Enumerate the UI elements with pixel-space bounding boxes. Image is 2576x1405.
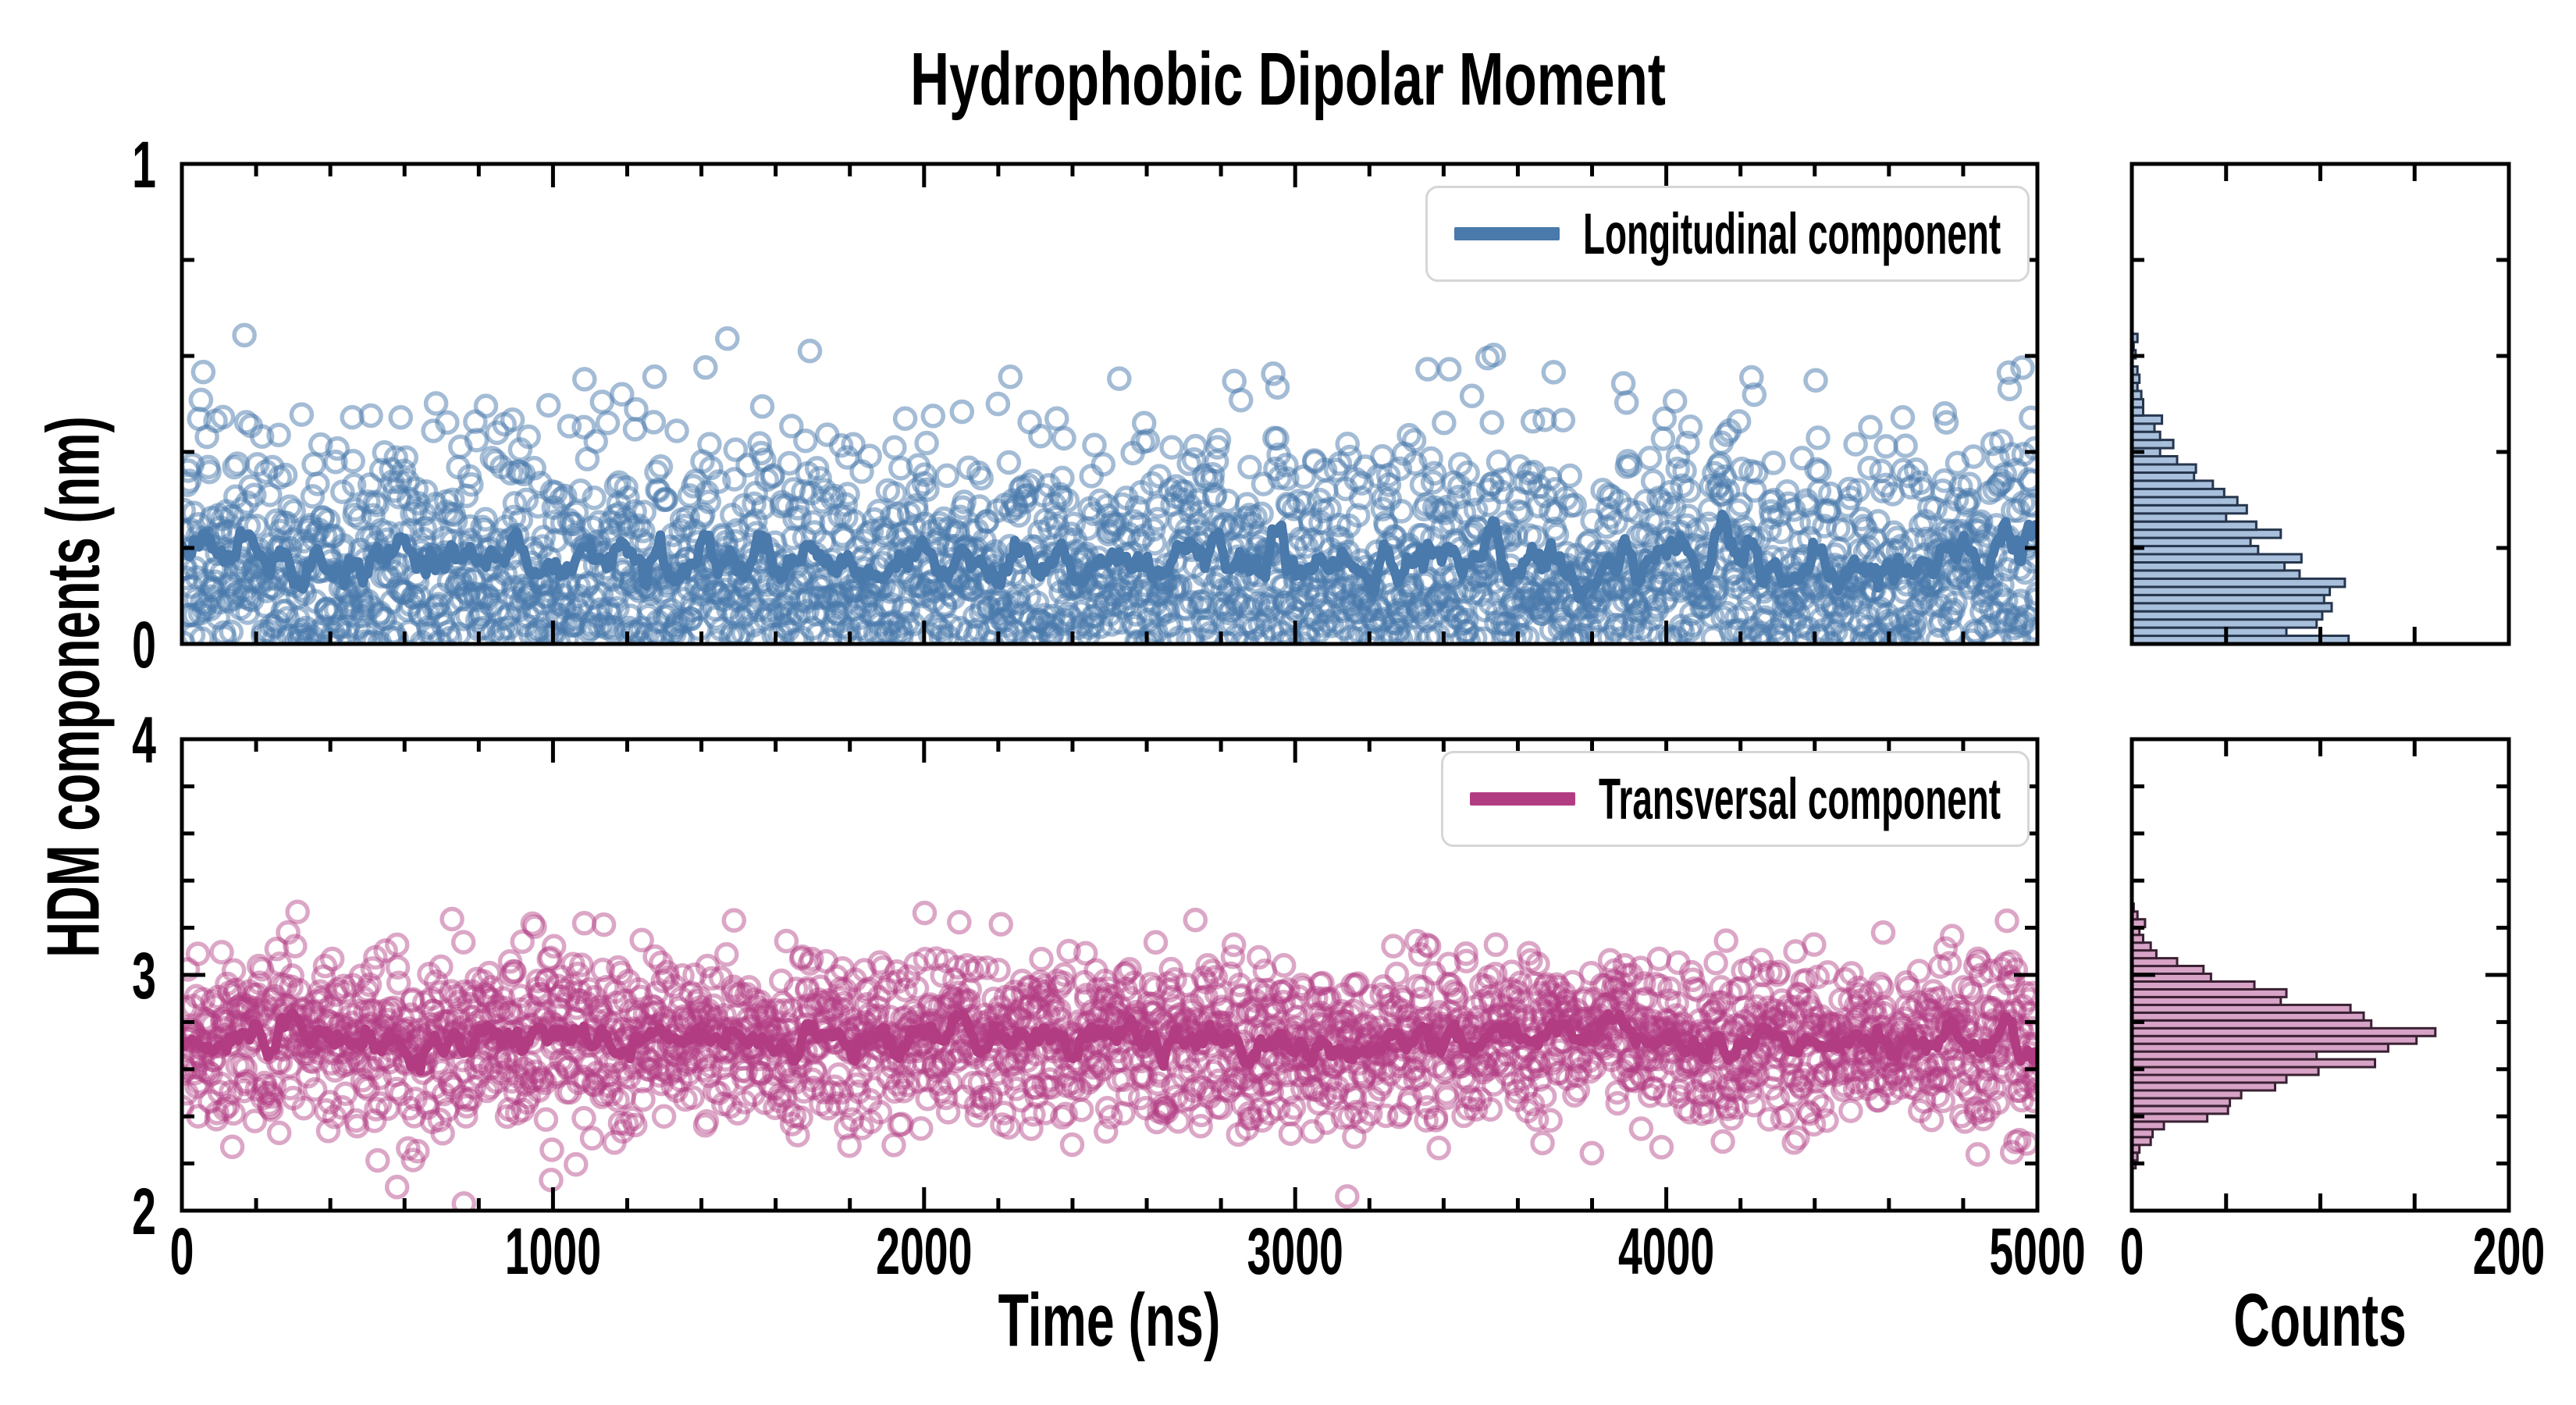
- longitudinal-mean-line: [182, 509, 2037, 603]
- transversal-line-swatch: [1470, 792, 1576, 806]
- tick-label: 2000: [876, 1216, 972, 1289]
- tick-label: 4: [132, 705, 156, 777]
- longitudinal-line-swatch: [1453, 227, 1560, 240]
- tick-label: 200: [2473, 1216, 2545, 1289]
- tick-label: 1000: [505, 1216, 601, 1289]
- tick-label: 0: [170, 1216, 194, 1289]
- axis-ticks: [180, 162, 2509, 646]
- tick-label: 1: [132, 130, 156, 202]
- chart-title: Hydrophobic Dipolar Moment: [910, 37, 1666, 121]
- x-axis-label: Time (ns): [998, 1279, 1221, 1362]
- legend-label-longitudinal: Longitudinal component: [1582, 201, 2001, 266]
- legend-transversal: Transversal component: [1441, 751, 2030, 847]
- tick-label: 0: [132, 610, 156, 682]
- tick-label: 0: [2120, 1216, 2144, 1289]
- tick-label: 5000: [1989, 1216, 2085, 1289]
- transversal-histogram-bars: [2132, 902, 2437, 1170]
- svg-text:1: 1: [132, 130, 156, 202]
- tick-label: 2: [132, 1176, 156, 1249]
- svg-text:0: 0: [132, 610, 156, 682]
- transversal-scatter-points: [182, 899, 2037, 1211]
- transversal-mean-line: [182, 1008, 2037, 1076]
- legend-longitudinal: Longitudinal component: [1425, 186, 2030, 282]
- longitudinal-scatter-points: [182, 322, 2037, 644]
- counts-axis-label: Counts: [2233, 1279, 2407, 1362]
- longitudinal-histogram-bars: [2132, 333, 2350, 644]
- tick-label: 3000: [1247, 1216, 1343, 1289]
- tick-label: 3: [132, 941, 156, 1013]
- legend-label-transversal: Transversal component: [1599, 767, 2001, 831]
- axis-ticks: [180, 737, 2509, 1213]
- y-axis-label: HDM components (nm): [31, 416, 116, 958]
- tick-label: 4000: [1618, 1216, 1714, 1289]
